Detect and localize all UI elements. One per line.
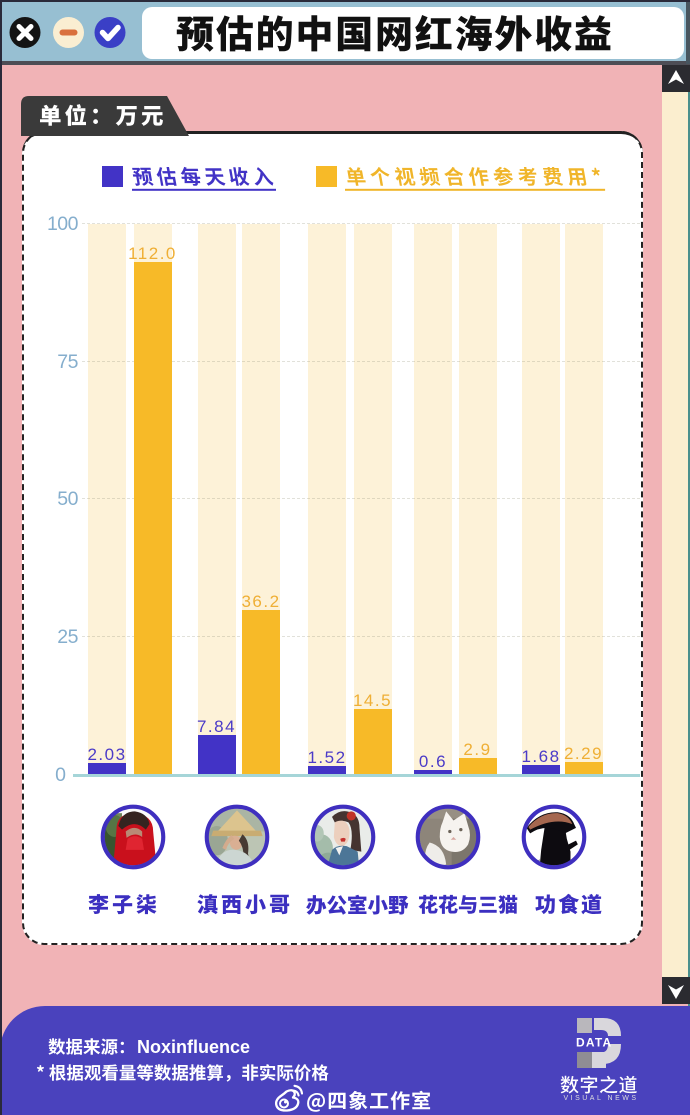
svg-text:DATA: DATA [576, 1036, 612, 1050]
